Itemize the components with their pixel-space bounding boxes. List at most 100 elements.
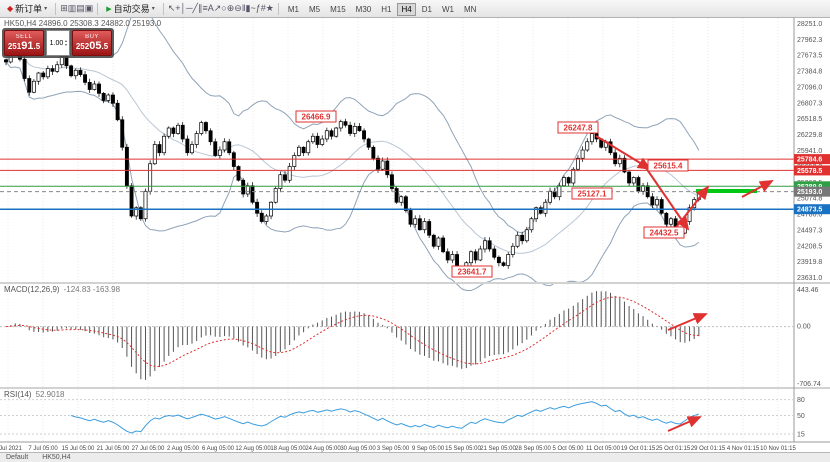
time-axis-label: 7 Jul 05:00: [28, 446, 58, 452]
price-tag-label: 25193.0: [797, 189, 822, 196]
price-scale-label: 27096.0: [797, 84, 822, 91]
price-annotation-box: [643, 226, 685, 239]
bar-chart-icon[interactable]: ‖: [241, 3, 246, 13]
volume-spinner-icons[interactable]: ▴ ▾: [64, 38, 67, 47]
price-annotation-box: [557, 121, 599, 134]
timeframe-m15[interactable]: M15: [330, 4, 346, 14]
time-axis-label: 25 Oct 01:15: [656, 446, 691, 452]
line-chart-icon[interactable]: ~: [250, 3, 256, 13]
price-scale-label: 28251.0: [797, 21, 822, 28]
timeframe-w1[interactable]: W1: [441, 4, 454, 14]
time-axis-label: 15 Sep 05:00: [445, 446, 481, 452]
rsi-scale-label: 50: [797, 413, 805, 420]
time-axis-label: 15 Jul 05:00: [62, 446, 95, 452]
grid-icon[interactable]: #: [260, 3, 266, 13]
macd-scale-label: 0.00: [797, 324, 811, 331]
price-tag: [794, 181, 830, 192]
shapes-icon[interactable]: ○: [221, 3, 227, 13]
timeframe-h1[interactable]: H1: [381, 4, 392, 14]
auto-trading-button[interactable]: ▶ 自动交易 ▾: [102, 0, 158, 17]
candlestick-chart-icon[interactable]: ▮: [245, 3, 251, 13]
buy-button[interactable]: BUY 25205.5: [72, 30, 112, 56]
rsi-layer: 80 50 15: [0, 397, 805, 439]
sell-button[interactable]: SELL 25191.5: [4, 30, 44, 56]
fibonacci-icon[interactable]: ≡: [202, 3, 208, 13]
chart-ohlc-title: HK50,H4 24896.0 25308.3 24882.0 25193.0: [4, 19, 162, 28]
tile-windows-icon[interactable]: ▥: [67, 3, 77, 13]
price-scale-label: 24497.3: [797, 227, 822, 234]
macd-values: -124.83 -163.98: [63, 285, 121, 294]
price-annotation-box: [647, 159, 689, 172]
price-scale-label: 23919.8: [797, 259, 822, 266]
drawing-icons-group: ↖+│─╱∥≡A↗○⊕⊖‖▮~ƒ#★: [168, 3, 274, 14]
toolbar-separator: [162, 2, 164, 15]
macd-scale-label: 443.46: [797, 287, 819, 294]
price-annotation-box: [571, 187, 613, 200]
timeframe-m30[interactable]: M30: [355, 4, 372, 14]
time-axis-label: 30 Aug 05:00: [340, 446, 376, 452]
time-axis-label: 24 Aug 05:00: [305, 446, 341, 452]
price-tag-label: 25784.6: [797, 157, 822, 164]
chevron-down-icon: ▾: [44, 6, 48, 12]
timeframe-m5[interactable]: M5: [308, 4, 321, 14]
time-axis-label: 21 Sep 05:00: [480, 446, 516, 452]
price-scale-label: 27384.8: [797, 69, 822, 76]
time-axis-label: 5 Oct 05:00: [552, 446, 584, 452]
volume-input[interactable]: [48, 39, 64, 47]
price-scale-label: 25074.8: [797, 196, 822, 203]
rsi-scale-label: 80: [797, 397, 805, 404]
price-annotation-label: 23641.7: [458, 268, 487, 277]
channel-icon[interactable]: ∥: [197, 3, 203, 13]
timeframe-h4[interactable]: H4: [397, 2, 416, 16]
price-chart-svg[interactable]: 443.46 0.00 -706.74 80 50 15 1 Jul 2021 7 Jul 0…: [0, 18, 830, 452]
sell-label: SELL: [15, 34, 33, 40]
toolbar-separator: [97, 2, 99, 15]
candles-layer: [4, 40, 701, 278]
price-tag: [794, 165, 830, 176]
price-scale[interactable]: 28251.0 27962.3 27673.5 27384.8 27096.0 26807…: [794, 21, 830, 282]
price-tag: [794, 154, 830, 165]
price-scale-label: 26229.8: [797, 132, 822, 139]
indicators-icon[interactable]: ƒ: [255, 3, 261, 13]
zoom-in-icon[interactable]: ⊕: [226, 3, 235, 13]
timeframe-buttons: M1 M5 M15 M30 H1 H4 D1 W1 MN: [283, 2, 482, 16]
vertical-line-icon[interactable]: │: [180, 3, 187, 13]
time-axis-label: 12 Aug 05:00: [235, 446, 271, 452]
status-item[interactable]: HK50,H4: [42, 454, 71, 461]
time-axis-label: 6 Aug 05:00: [202, 446, 235, 452]
arrow-object-icon[interactable]: ↗: [213, 3, 222, 13]
timeframe-mn[interactable]: MN: [463, 4, 477, 14]
timeframe-d1[interactable]: D1: [421, 4, 432, 14]
new-order-button[interactable]: ◆ 新订单 ▾: [3, 0, 51, 17]
horizontal-line-icon[interactable]: ─: [186, 3, 193, 13]
time-axis-label: 1 Jul 2021: [0, 446, 23, 452]
time-axis-label: 2 Aug 05:00: [167, 446, 200, 452]
charts-window-icon[interactable]: ⊞: [60, 3, 68, 13]
chart-area[interactable]: 443.46 0.00 -706.74 80 50 15 1 Jul 2021 7 Jul 0…: [0, 18, 830, 452]
favorites-icon[interactable]: ★: [265, 3, 274, 13]
volume-box: ▴▾: [46, 30, 70, 56]
timeframe-m1[interactable]: M1: [287, 4, 299, 14]
text-label-icon[interactable]: A: [207, 3, 214, 13]
price-annotation-label: 26466.9: [302, 113, 331, 122]
one-click-trading-widget: SELL 25191.5 ▴▾ BUY 25205.5: [2, 28, 114, 58]
price-tag-label: 25578.5: [797, 168, 822, 175]
terminal-icon[interactable]: ▣: [84, 3, 94, 13]
trend-arrow: [643, 164, 690, 231]
price-scale-label: 25941.0: [797, 148, 822, 155]
trendline-icon[interactable]: ╱: [192, 3, 198, 13]
time-axis-label: 29 Oct 01:15: [691, 446, 726, 452]
price-annotation-label: 25615.4: [654, 162, 683, 171]
navigator-icon[interactable]: ▤: [76, 3, 85, 13]
price-scale-label: 23631.0: [797, 275, 822, 282]
time-axis-label: 28 Sep 05:00: [515, 446, 551, 452]
crosshair-icon[interactable]: +: [175, 3, 181, 13]
annotations-layer: 26466.9 26247.8 25615.4 25127.1 24432.5 23641…: [295, 110, 774, 432]
trend-arrow: [667, 416, 702, 432]
zoom-out-icon[interactable]: ⊖: [234, 3, 242, 13]
cursor-icon[interactable]: ↖: [167, 3, 176, 13]
new-order-label: 新订单: [15, 4, 43, 14]
rsi-label: RSI(14) 52.9018: [4, 390, 65, 399]
status-item[interactable]: Default: [6, 454, 29, 461]
